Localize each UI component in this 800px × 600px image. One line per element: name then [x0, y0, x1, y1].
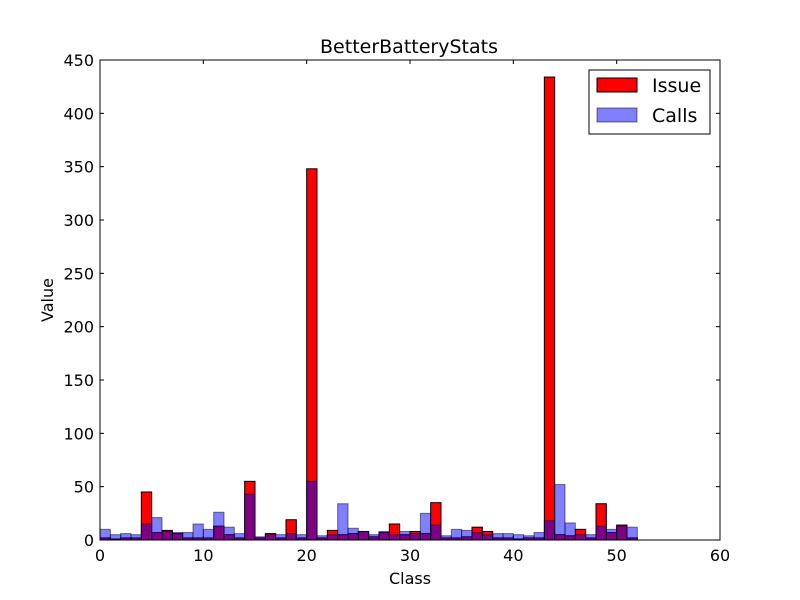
bar-calls-10 — [202, 528, 215, 541]
y-tick-label: 200 — [63, 318, 94, 337]
bar-calls-12 — [223, 526, 235, 541]
bar-calls-14 — [244, 493, 256, 541]
y-tick-label: 0 — [84, 531, 94, 550]
legend: Issue Calls — [588, 69, 711, 135]
bar-calls-39 — [502, 533, 514, 541]
x-tick-label: 50 — [606, 546, 626, 565]
bar-calls-41 — [523, 535, 535, 541]
x-axis-label: Class — [389, 569, 431, 588]
y-tick-label: 100 — [63, 424, 94, 443]
bar-calls-7 — [171, 532, 184, 541]
bar-calls-29 — [399, 530, 411, 541]
bar-calls-1 — [109, 534, 122, 541]
bar-calls-50 — [616, 525, 628, 541]
y-tick-label: 150 — [63, 371, 94, 390]
legend-swatch-calls — [596, 107, 638, 123]
bar-calls-28 — [388, 534, 401, 541]
bar-calls-11 — [213, 511, 225, 541]
bar-calls-18 — [285, 533, 297, 541]
bar-calls-24 — [347, 527, 359, 541]
bar-calls-26 — [368, 534, 380, 541]
legend-swatch-issue — [596, 77, 638, 93]
bar-calls-16 — [264, 534, 277, 541]
bar-calls-0 — [99, 528, 111, 541]
legend-label-issue: Issue — [652, 75, 701, 97]
bar-calls-3 — [130, 534, 142, 541]
x-tick-label: 20 — [296, 546, 316, 565]
bar-calls-25 — [357, 530, 370, 541]
bar-calls-35 — [461, 529, 473, 541]
bar-calls-51 — [626, 526, 638, 541]
bar-calls-42 — [533, 532, 545, 541]
bar-calls-30 — [409, 533, 421, 541]
bar-calls-36 — [471, 532, 483, 541]
bar-calls-9 — [192, 523, 204, 541]
bar-issue-43 — [543, 76, 556, 541]
bar-calls-19 — [295, 534, 308, 541]
y-tick-label: 350 — [63, 158, 94, 177]
bar-calls-2 — [120, 533, 132, 541]
bar-calls-8 — [182, 532, 194, 541]
bar-calls-27 — [378, 530, 390, 541]
bar-calls-17 — [275, 534, 287, 541]
bar-calls-48 — [595, 525, 607, 541]
x-tick-label: 40 — [503, 546, 523, 565]
bar-calls-37 — [481, 534, 494, 541]
bar-calls-6 — [161, 530, 173, 541]
y-tick-label: 250 — [63, 264, 94, 283]
y-tick-label: 50 — [74, 478, 94, 497]
bar-calls-20 — [306, 480, 318, 541]
legend-label-calls: Calls — [652, 105, 697, 127]
bar-calls-44 — [554, 484, 566, 541]
bar-calls-22 — [326, 534, 339, 541]
bar-calls-21 — [316, 535, 328, 541]
y-tick-label: 400 — [63, 104, 94, 123]
ticks-group: 0 10 20 30 40 50 60 0 50 100 150 200 250 300 350 400 450 — [63, 51, 730, 565]
x-tick-label: 30 — [400, 546, 420, 565]
bar-calls-31 — [419, 512, 432, 541]
bar-calls-43 — [543, 520, 556, 541]
bar-calls-38 — [492, 533, 504, 541]
chart-title: BetterBatteryStats — [320, 36, 498, 58]
bar-calls-33 — [440, 535, 452, 541]
x-tick-label: 10 — [193, 546, 213, 565]
bar-calls-46 — [574, 534, 587, 541]
bar-calls-23 — [337, 503, 349, 541]
y-tick-label: 450 — [63, 51, 94, 70]
bar-calls-49 — [605, 528, 618, 541]
y-axis-label: Value — [38, 278, 57, 322]
bar-calls-13 — [233, 533, 246, 541]
bar-calls-34 — [450, 528, 463, 541]
bar-calls-32 — [430, 524, 442, 541]
bar-calls-47 — [585, 534, 597, 541]
x-tick-label: 60 — [710, 546, 730, 565]
bar-calls-45 — [564, 522, 576, 541]
bar-calls-40 — [512, 534, 525, 541]
y-tick-label: 300 — [63, 211, 94, 230]
bar-calls-4 — [140, 523, 153, 541]
x-tick-label: 0 — [95, 546, 105, 565]
bar-calls-5 — [151, 517, 163, 541]
